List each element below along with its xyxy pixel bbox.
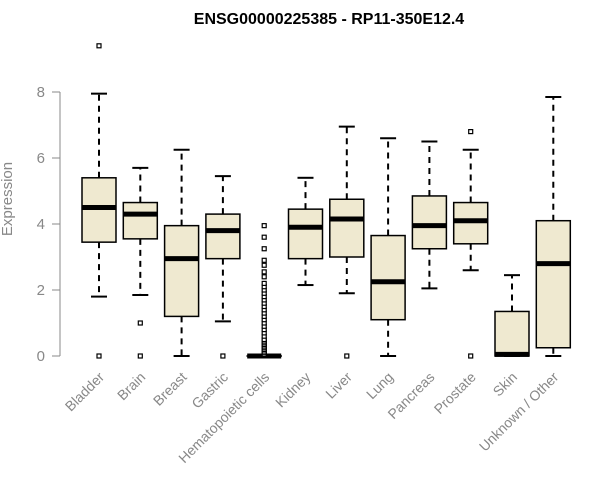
box xyxy=(370,234,406,321)
outlier-point xyxy=(261,257,267,263)
box xyxy=(411,195,448,250)
box-group xyxy=(122,166,159,359)
box xyxy=(494,310,530,357)
outlier-point xyxy=(261,246,267,252)
outlier-point xyxy=(96,43,102,49)
y-tick-label: 6 xyxy=(37,150,45,167)
outlier-point xyxy=(261,269,267,275)
box-group xyxy=(411,140,448,290)
x-tick-label: Kidney xyxy=(272,369,314,411)
box-group xyxy=(370,137,406,357)
outlier-point xyxy=(261,262,267,268)
y-axis: 0 2 4 6 8 xyxy=(37,84,61,365)
box xyxy=(329,198,365,258)
y-tick-label: 8 xyxy=(37,84,45,101)
box-group xyxy=(163,148,200,357)
outlier-point xyxy=(261,274,267,280)
box-group xyxy=(81,43,117,359)
box xyxy=(205,213,241,260)
y-tick-label: 4 xyxy=(37,216,45,233)
outlier-point xyxy=(261,223,267,229)
x-tick-label: Skin xyxy=(490,369,521,400)
y-tick-label: 2 xyxy=(37,282,45,299)
x-tick-label: Lung xyxy=(363,369,396,402)
box-series xyxy=(81,43,572,359)
x-tick-label: Breast xyxy=(150,369,190,409)
box xyxy=(287,208,324,260)
y-tick-label: 0 xyxy=(37,348,45,365)
outlier-point xyxy=(468,353,474,359)
outlier-point xyxy=(261,280,267,286)
chart-title: ENSG00000225385 - RP11-350E12.4 xyxy=(194,11,465,28)
box-group xyxy=(287,176,324,287)
outlier-point xyxy=(220,353,226,359)
box-group xyxy=(246,223,282,359)
box-group xyxy=(452,129,489,359)
box xyxy=(163,224,200,318)
box-group xyxy=(205,175,241,359)
outlier-point xyxy=(137,320,143,326)
x-tick-label: Prostate xyxy=(431,369,479,417)
outlier-point xyxy=(261,234,267,240)
x-tick-label: Brain xyxy=(114,369,148,403)
box xyxy=(122,201,159,240)
outlier-point xyxy=(344,353,350,359)
box-group xyxy=(494,274,530,357)
outlier-point xyxy=(96,353,102,359)
x-tick-label: Liver xyxy=(322,369,355,402)
outlier-point xyxy=(137,353,143,359)
box xyxy=(535,219,572,349)
box-group xyxy=(535,95,572,357)
y-axis-label: Expression xyxy=(0,162,16,236)
outlier-point xyxy=(468,129,474,135)
box-group xyxy=(329,125,365,359)
x-tick-label: Bladder xyxy=(62,369,108,415)
